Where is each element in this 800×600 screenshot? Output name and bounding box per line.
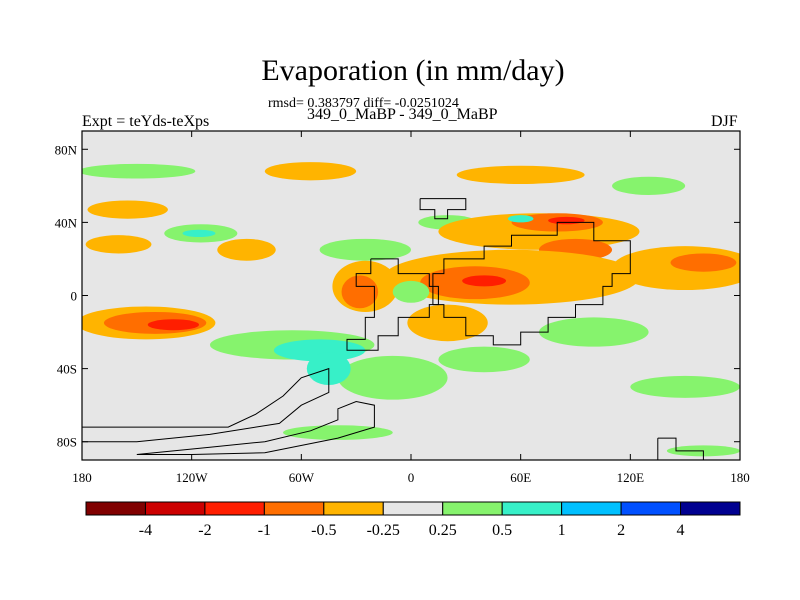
colorbar-swatch-9 [620,501,682,516]
colorbar: -4 -2 -1 -0.5 -0.25 0.25 0.5 1 2 4 [85,501,741,539]
contour-field-29 [337,355,448,400]
colorbar-label-5: 0.25 [429,522,457,539]
colorbar-swatch-6 [442,501,503,516]
colorbar-label-9: 4 [677,522,685,539]
contour-field-33 [538,317,649,347]
contour-field-32 [407,304,488,342]
y-tick-label: 80N [55,142,78,157]
x-tick-label: 180 [72,470,92,485]
contour-field-22 [341,275,379,309]
x-tick-label: 0 [408,470,415,485]
colorbar-label-3: -0.5 [311,522,336,539]
land-southern-continent-outline [82,367,330,443]
contour-field-4 [87,200,168,219]
colorbar-label-8: 2 [617,522,625,539]
contour-field-2 [456,165,585,185]
colorbar-label-2: -1 [258,522,271,539]
y-tick-label: 0 [71,289,78,304]
x-tick-label: 60W [289,470,315,485]
colorbar-label-0: -4 [139,522,152,539]
contour-field-6 [182,229,216,238]
contour-field-7 [85,235,152,254]
y-tick-label: 40N [55,215,78,230]
colorbar-swatch-1 [144,501,206,516]
contour-field-1 [264,162,357,181]
axis-ticks: 80N 40N 0 40S 80S 180 120W 60W 0 60E 120E 180 [55,131,750,485]
contour-field-3 [612,176,686,195]
y-tick-label: 40S [57,362,77,377]
contour-field-36 [283,425,393,440]
land-eastern-continent-outline [432,221,631,346]
x-tick-label: 120E [617,470,645,485]
colorbar-label-6: 0.5 [492,522,512,539]
colorbar-swatch-3 [263,501,325,516]
colorbar-swatch-7 [501,501,563,516]
contour-field-8 [217,238,276,261]
colorbar-label-4: -0.25 [367,522,400,539]
contour-field-20 [670,253,737,272]
contour-field-14 [507,215,534,223]
contour-field-34 [630,375,740,398]
season-label: DJF [711,113,738,130]
case-label: 349_0_MaBP - 349_0_MaBP [307,106,498,123]
colorbar-label-7: 1 [558,522,566,539]
x-tick-label: 120W [176,470,209,485]
colorbar-swatch-2 [204,501,265,516]
contour-fields [82,162,740,457]
colorbar-label-1: -2 [198,522,211,539]
contour-field-23 [392,280,430,303]
land-western-continent-outline [346,258,439,351]
stats-label: rmsd= 0.383797 diff= -0.0251024 [268,96,459,111]
colorbar-swatch-4 [323,501,384,516]
contour-field-26 [147,319,199,331]
contour-field-18 [462,275,507,287]
colorbar-swatch-10 [680,501,741,516]
figure-title: Evaporation (in mm/day) [261,54,565,87]
colorbar-swatch-0 [85,501,146,516]
contour-field-9 [319,238,411,261]
land-southeast-block-outline [657,437,704,460]
colorbar-swatch-5 [382,501,444,516]
contour-field-31 [438,346,530,373]
contour-field-13 [548,216,585,225]
contour-field-0 [82,163,196,179]
land-north-block-outline [419,198,467,220]
land-outlines [82,198,704,460]
colorbar-swatch-8 [561,501,622,516]
x-tick-label: 180 [730,470,750,485]
x-tick-label: 60E [510,470,531,485]
expt-label: Expt = teYds-teXps [82,113,210,130]
land-southern-strip-outline [136,400,375,455]
y-tick-label: 80S [57,435,77,450]
